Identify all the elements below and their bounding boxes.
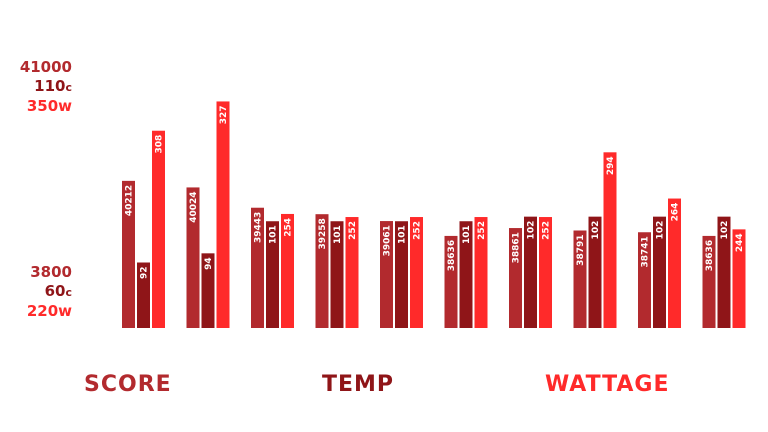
bar-label-temp-5: 101 bbox=[398, 225, 408, 244]
bar-wattage-8 bbox=[603, 152, 617, 328]
temp-axis-min: 60c bbox=[44, 282, 72, 300]
wattage-axis-min: 220w bbox=[26, 302, 72, 320]
bar-label-temp-4: 101 bbox=[333, 225, 343, 244]
bar-label-score-8: 38791 bbox=[576, 235, 586, 266]
bar-wattage-7 bbox=[539, 217, 552, 328]
temp-axis-max: 110c bbox=[34, 77, 72, 95]
bar-label-score-6: 38636 bbox=[447, 240, 457, 271]
bar-wattage-6 bbox=[474, 217, 488, 328]
bar-label-score-9: 38741 bbox=[641, 236, 651, 267]
bar-wattage-10 bbox=[732, 229, 746, 328]
bar-label-temp-10: 102 bbox=[720, 221, 730, 240]
bar-score-7 bbox=[509, 228, 522, 328]
bar-score-6 bbox=[444, 235, 458, 328]
bar-label-temp-1: 92 bbox=[140, 267, 150, 280]
bar-wattage-2 bbox=[216, 101, 230, 329]
bar-temp-1 bbox=[137, 262, 150, 328]
legend-score: SCORE bbox=[84, 372, 172, 397]
bar-label-wattage-6: 252 bbox=[477, 221, 487, 240]
bar-temp-7 bbox=[524, 216, 537, 328]
bar-score-1 bbox=[122, 180, 135, 328]
bar-score-9 bbox=[638, 232, 651, 328]
bar-wattage-4 bbox=[345, 217, 359, 328]
bar-score-10 bbox=[702, 235, 716, 328]
bar-label-temp-2: 94 bbox=[204, 257, 214, 270]
bar-label-score-1: 40212 bbox=[125, 185, 135, 216]
bar-wattage-5 bbox=[410, 217, 423, 328]
bar-score-2 bbox=[186, 187, 200, 328]
bar-temp-5 bbox=[395, 221, 408, 328]
bar-wattage-9 bbox=[668, 198, 681, 328]
bar-score-4 bbox=[315, 214, 329, 328]
bar-label-temp-3: 101 bbox=[269, 225, 279, 244]
bar-label-temp-7: 102 bbox=[527, 221, 537, 240]
bar-label-wattage-8: 294 bbox=[606, 156, 616, 175]
bar-wattage-1 bbox=[152, 130, 165, 328]
score-axis-max: 41000 bbox=[19, 58, 72, 76]
bar-label-score-2: 40024 bbox=[189, 191, 199, 222]
bar-label-wattage-5: 252 bbox=[413, 221, 423, 240]
bar-label-wattage-4: 252 bbox=[348, 221, 358, 240]
legend-wattage: WATTAGE bbox=[545, 372, 670, 397]
bar-label-score-4: 39258 bbox=[318, 218, 328, 249]
score-axis-min: 3800 bbox=[30, 263, 72, 281]
bar-temp-4 bbox=[330, 221, 344, 328]
bar-temp-10 bbox=[717, 216, 731, 328]
legend-temp: TEMP bbox=[322, 372, 395, 397]
bar-label-temp-6: 101 bbox=[462, 225, 472, 244]
bar-temp-3 bbox=[266, 221, 279, 328]
bar-label-wattage-2: 327 bbox=[219, 105, 229, 124]
bar-label-score-7: 38861 bbox=[512, 232, 522, 263]
bar-label-temp-9: 102 bbox=[656, 221, 666, 240]
bar-score-8 bbox=[573, 230, 587, 328]
bar-label-wattage-9: 264 bbox=[671, 203, 681, 222]
bar-score-3 bbox=[251, 207, 264, 328]
bar-temp-9 bbox=[653, 216, 666, 328]
bar-label-score-10: 38636 bbox=[705, 240, 715, 271]
bar-wattage-3 bbox=[281, 213, 294, 328]
bar-label-wattage-1: 308 bbox=[155, 135, 165, 154]
wattage-axis-max: 350w bbox=[26, 97, 72, 115]
bar-temp-6 bbox=[459, 221, 473, 328]
bar-label-wattage-3: 254 bbox=[284, 218, 294, 237]
bar-label-score-3: 39443 bbox=[254, 212, 264, 243]
bar-label-wattage-10: 244 bbox=[735, 233, 745, 252]
bar-temp-8 bbox=[588, 216, 602, 328]
bar-label-score-5: 39061 bbox=[383, 225, 393, 256]
bar-temp-2 bbox=[201, 253, 215, 328]
bar-label-wattage-7: 252 bbox=[542, 221, 552, 240]
bar-score-5 bbox=[380, 221, 393, 328]
bar-label-temp-8: 102 bbox=[591, 221, 601, 240]
